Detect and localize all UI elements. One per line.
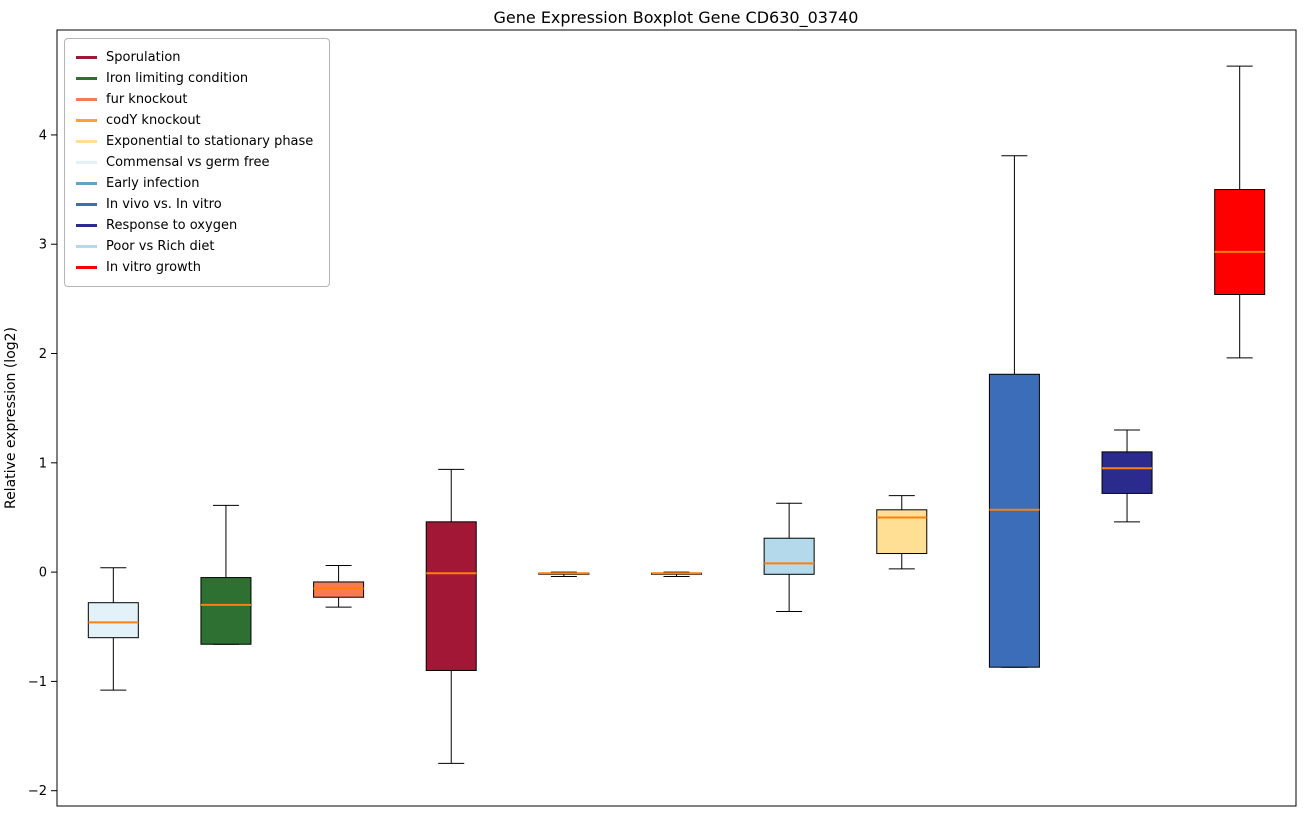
y-tick-label: 3 — [39, 238, 47, 253]
legend-item: In vivo vs. In vitro — [76, 194, 313, 215]
legend-item: Commensal vs germ free — [76, 152, 313, 173]
legend-label: Response to oxygen — [106, 218, 238, 233]
box-iron-limiting-condition — [200, 577, 252, 645]
y-axis-label: Relative expression (log2) — [3, 327, 19, 509]
legend-item: codY knockout — [76, 110, 313, 131]
legend-item: In vitro growth — [76, 257, 313, 278]
y-tick-label: 1 — [39, 456, 47, 471]
legend-swatch — [76, 77, 97, 80]
y-tick-label: 4 — [39, 128, 47, 143]
legend-swatch — [76, 98, 97, 101]
axis-frame — [56, 29, 1297, 807]
legend: Sporulation Iron limiting condition fur kn… — [64, 38, 331, 287]
box-poor-vs-rich-diet — [763, 537, 815, 575]
legend-item: Sporulation — [76, 47, 313, 68]
y-tick-label: 0 — [39, 566, 47, 581]
box-fur-knockout — [313, 581, 365, 598]
legend-swatch — [76, 203, 97, 206]
legend-label: Commensal vs germ free — [106, 155, 270, 170]
legend-swatch — [76, 140, 97, 143]
legend-label: codY knockout — [106, 113, 201, 128]
legend-swatch — [76, 245, 97, 248]
legend-swatch — [76, 224, 97, 227]
legend-swatch — [76, 56, 97, 59]
legend-label: Sporulation — [106, 50, 181, 65]
box-response-to-oxygen — [1101, 451, 1153, 494]
legend-item: Early infection — [76, 173, 313, 194]
legend-swatch — [76, 119, 97, 122]
y-tick-label: −2 — [28, 784, 47, 799]
legend-label: Poor vs Rich diet — [106, 239, 215, 254]
legend-swatch — [76, 161, 97, 164]
legend-item: Iron limiting condition — [76, 68, 313, 89]
legend-label: fur knockout — [106, 92, 188, 107]
legend-item: Poor vs Rich diet — [76, 236, 313, 257]
box-commensal-vs-germ-free — [87, 602, 139, 639]
legend-label: Exponential to stationary phase — [106, 134, 314, 149]
legend-swatch — [76, 182, 97, 185]
legend-item: Exponential to stationary phase — [76, 131, 313, 152]
legend-item: Response to oxygen — [76, 215, 313, 236]
box-in-vitro-growth — [1214, 189, 1266, 295]
box-exponential-to-stationary-phase — [876, 509, 928, 555]
box-sporulation — [425, 521, 477, 671]
legend-item: fur knockout — [76, 89, 313, 110]
box-in-vivo-vs-in-vitro — [988, 373, 1040, 668]
legend-label: Iron limiting condition — [106, 71, 249, 86]
chart-title: Gene Expression Boxplot Gene CD630_03740 — [494, 8, 859, 28]
plot-content: −2 −1 0 1 2 3 4 — [28, 29, 1297, 807]
legend-swatch — [76, 266, 97, 269]
y-tick-label: −1 — [28, 675, 47, 690]
legend-label: In vitro growth — [106, 260, 201, 275]
legend-label: Early infection — [106, 176, 200, 191]
y-tick-label: 2 — [39, 347, 47, 362]
legend-label: In vivo vs. In vitro — [106, 197, 222, 212]
